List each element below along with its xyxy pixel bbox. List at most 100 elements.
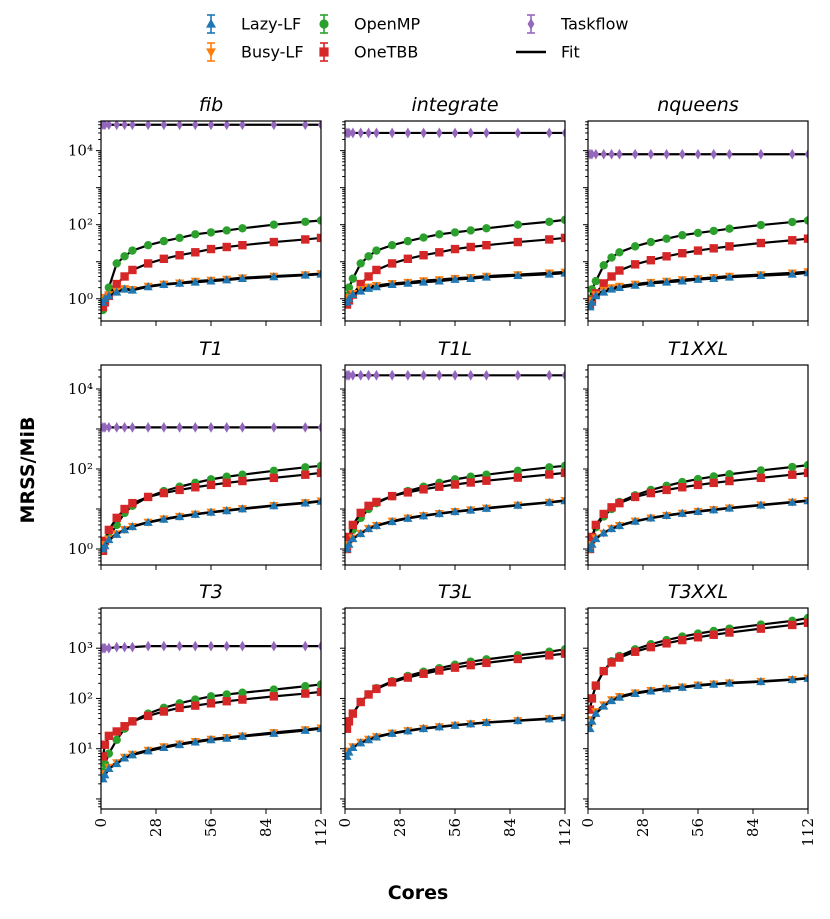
data-point bbox=[301, 689, 310, 698]
data-point bbox=[119, 284, 130, 293]
series-taskflow bbox=[101, 121, 321, 131]
data-point bbox=[128, 246, 137, 255]
x-tick-label: 28 bbox=[391, 818, 409, 837]
fit-line bbox=[345, 471, 565, 550]
fit-line bbox=[345, 236, 565, 305]
fit-line bbox=[588, 270, 808, 305]
data-point bbox=[482, 476, 491, 485]
data-point bbox=[450, 720, 460, 729]
data-point bbox=[724, 503, 735, 512]
data-point bbox=[724, 272, 735, 281]
data-point bbox=[387, 678, 397, 687]
data-point bbox=[693, 680, 703, 689]
data-point bbox=[756, 624, 766, 633]
data-point bbox=[483, 369, 490, 381]
data-point bbox=[693, 274, 703, 283]
data-point bbox=[661, 510, 672, 520]
data-point bbox=[364, 501, 373, 511]
data-point bbox=[127, 521, 138, 531]
fit-line bbox=[588, 677, 808, 729]
data-point bbox=[356, 279, 365, 289]
data-point bbox=[176, 421, 183, 433]
data-point bbox=[239, 421, 246, 433]
data-point bbox=[560, 649, 565, 658]
data-point bbox=[356, 259, 365, 268]
data-point bbox=[661, 684, 672, 693]
data-point bbox=[113, 421, 120, 433]
data-point bbox=[269, 501, 279, 510]
data-point bbox=[591, 276, 601, 286]
data-point bbox=[436, 127, 443, 139]
data-point bbox=[269, 728, 279, 737]
data-point bbox=[316, 496, 321, 505]
data-point bbox=[418, 277, 429, 286]
fit-line bbox=[588, 237, 808, 305]
data-point bbox=[302, 121, 309, 131]
data-point bbox=[120, 272, 129, 281]
data-point bbox=[435, 666, 444, 675]
data-point bbox=[316, 687, 321, 697]
data-point bbox=[345, 747, 354, 756]
data-point bbox=[803, 468, 808, 478]
data-point bbox=[121, 421, 128, 433]
series-onetbb bbox=[345, 233, 565, 309]
data-point bbox=[372, 497, 381, 507]
series-taskflow bbox=[101, 640, 321, 654]
x-axis bbox=[100, 321, 322, 326]
data-point bbox=[592, 148, 600, 160]
data-point bbox=[206, 276, 216, 285]
data-point bbox=[223, 121, 230, 131]
data-point bbox=[238, 476, 247, 486]
y-axis bbox=[340, 608, 345, 808]
panel-t3: T3 10¹ 10² 10³ 0 28 56 84 112 bbox=[68, 581, 330, 847]
data-point bbox=[356, 286, 366, 295]
data-point bbox=[599, 261, 608, 270]
data-point bbox=[513, 466, 523, 476]
panel-data bbox=[101, 421, 321, 556]
data-point bbox=[269, 220, 279, 229]
data-point bbox=[560, 268, 565, 277]
panel-data bbox=[345, 369, 565, 554]
data-point bbox=[709, 630, 718, 639]
data-point bbox=[678, 231, 687, 240]
data-point bbox=[434, 722, 444, 731]
data-point bbox=[143, 517, 153, 526]
data-point bbox=[599, 287, 609, 296]
series-lazy-lf bbox=[101, 269, 321, 306]
data-point bbox=[345, 283, 354, 292]
data-point bbox=[435, 248, 444, 257]
data-point bbox=[788, 470, 797, 479]
data-point bbox=[174, 739, 185, 749]
fit-line bbox=[102, 500, 321, 550]
legend-marker-onetbb bbox=[319, 47, 329, 57]
x-tick-label: 84 bbox=[257, 818, 275, 837]
data-point bbox=[364, 252, 373, 261]
data-point bbox=[646, 488, 656, 498]
data-point bbox=[614, 282, 625, 291]
data-point bbox=[238, 695, 247, 704]
panel-data bbox=[345, 127, 565, 309]
y-axis: 10⁰ 10² 10⁴ bbox=[68, 121, 101, 319]
x-axis-label: Cores bbox=[388, 882, 449, 904]
data-point bbox=[451, 127, 459, 139]
data-point bbox=[678, 635, 687, 645]
data-point bbox=[191, 248, 200, 257]
x-axis: 0 28 56 84 112 bbox=[92, 809, 330, 847]
data-point bbox=[709, 472, 718, 481]
y-axis bbox=[583, 369, 588, 566]
data-point bbox=[206, 692, 216, 701]
panel-title: T1XXL bbox=[668, 338, 728, 360]
data-point bbox=[588, 148, 596, 160]
data-point bbox=[190, 277, 200, 286]
data-point bbox=[302, 640, 309, 652]
data-point bbox=[300, 725, 310, 734]
data-point bbox=[788, 236, 797, 245]
data-point bbox=[419, 485, 428, 494]
y-tick-label: 10¹ bbox=[68, 740, 93, 758]
data-point bbox=[646, 237, 656, 247]
data-point bbox=[238, 224, 247, 233]
data-point bbox=[345, 293, 354, 303]
data-point bbox=[372, 246, 381, 255]
data-point bbox=[709, 226, 718, 236]
